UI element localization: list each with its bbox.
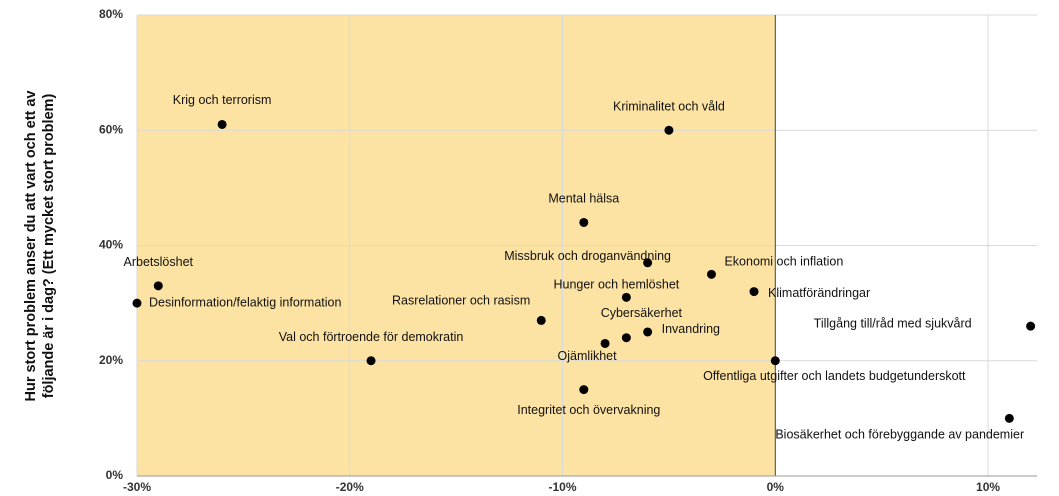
point bbox=[366, 356, 376, 366]
y-tick-label: 0% bbox=[106, 468, 124, 482]
point-label: Arbetslöshet bbox=[124, 255, 194, 269]
point bbox=[153, 281, 163, 291]
point-label: Biosäkerhet och förebyggande av pandemie… bbox=[775, 428, 1024, 442]
x-tick-label: -20% bbox=[336, 480, 364, 494]
point-label: Rasrelationer och rasism bbox=[392, 294, 530, 308]
point bbox=[643, 258, 653, 268]
point-label: Klimatförändringar bbox=[768, 286, 870, 300]
x-tick-label: 0% bbox=[767, 480, 785, 494]
point bbox=[217, 119, 227, 129]
y-tick-label: 60% bbox=[99, 122, 123, 136]
point bbox=[579, 217, 589, 227]
point-label: Hunger och hemlöshet bbox=[553, 278, 679, 292]
point-label: Ojämlikhet bbox=[558, 349, 618, 363]
point bbox=[749, 287, 759, 297]
point-label: Tillgång till/råd med sjukvård bbox=[814, 316, 972, 330]
point-label: Ekonomi och inflation bbox=[724, 255, 843, 269]
point bbox=[706, 269, 716, 279]
y-tick-label: 20% bbox=[99, 353, 123, 367]
y-axis-label: Hur stort problem anser du att vart och … bbox=[23, 90, 57, 401]
point bbox=[1004, 413, 1014, 423]
point-label: Invandring bbox=[662, 322, 720, 336]
y-tick-label: 80% bbox=[99, 7, 123, 21]
point-label: Mental hälsa bbox=[548, 192, 619, 206]
x-tick-label: -30% bbox=[123, 480, 151, 494]
point bbox=[579, 385, 589, 395]
point-label: Integritet och övervakning bbox=[517, 403, 660, 417]
point bbox=[132, 298, 142, 308]
point bbox=[643, 327, 653, 337]
y-tick-label: 40% bbox=[99, 238, 123, 252]
point bbox=[1026, 321, 1036, 331]
point-label: Offentliga utgifter och landets budgetun… bbox=[703, 369, 966, 383]
point bbox=[536, 315, 546, 325]
point bbox=[621, 292, 631, 302]
point-label: Desinformation/felaktig information bbox=[149, 295, 341, 309]
point-label: Cybersäkerhet bbox=[601, 306, 683, 320]
point bbox=[770, 356, 780, 366]
point-label: Missbruk och droganvändning bbox=[504, 249, 671, 263]
point-label: Krig och terrorism bbox=[173, 93, 272, 107]
point-label: Kriminalitet och våld bbox=[613, 100, 725, 114]
point bbox=[664, 125, 674, 135]
x-tick-label: 10% bbox=[976, 480, 1000, 494]
x-tick-label: -10% bbox=[549, 480, 577, 494]
point bbox=[621, 333, 631, 343]
point bbox=[600, 338, 610, 348]
point-label: Val och förtroende för demokratin bbox=[279, 330, 464, 344]
